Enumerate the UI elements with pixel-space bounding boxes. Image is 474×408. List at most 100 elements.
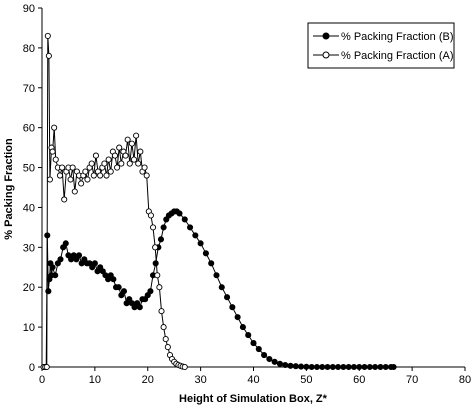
series-a-point <box>152 244 159 251</box>
series-b-point <box>110 276 117 283</box>
series-b-point <box>329 363 336 371</box>
y-tick-label: 70 <box>23 83 35 95</box>
series-b-point <box>324 363 331 371</box>
series-b-point <box>319 363 326 371</box>
series-a-point <box>56 172 64 179</box>
series-b-point <box>234 314 241 321</box>
legend-marker-a <box>322 51 330 59</box>
series-a-point <box>118 160 125 167</box>
series-b-point <box>229 304 236 311</box>
series-b-point <box>52 272 59 279</box>
series-b-point <box>91 260 98 267</box>
series-b-point <box>276 360 283 367</box>
y-tick-label: 0 <box>29 362 35 374</box>
series-b-point <box>115 284 122 291</box>
series-a-point <box>82 168 89 175</box>
series-a-point <box>126 160 133 167</box>
series-b-point <box>390 363 397 371</box>
series-a-point <box>61 196 68 203</box>
y-tick-label: 20 <box>23 282 35 294</box>
series-a-point <box>114 164 121 171</box>
series-a-point <box>130 156 138 163</box>
y-tick-label: 50 <box>23 163 35 175</box>
series-b-point <box>75 252 83 259</box>
y-tick-label: 30 <box>23 242 35 254</box>
series-a-point <box>181 363 188 371</box>
series-b-point <box>308 363 315 371</box>
series-b-point <box>335 363 342 371</box>
x-tick-label: 70 <box>406 374 418 386</box>
legend-label-a: % Packing Fraction (A) <box>341 50 453 62</box>
y-axis-ticks: 0 10 20 30 40 50 60 70 80 90 <box>23 3 42 374</box>
series-b-point <box>356 363 363 371</box>
series-b-point <box>340 363 347 371</box>
series-b-point <box>298 363 305 370</box>
series-a-point <box>105 156 112 163</box>
series-a-point <box>88 160 95 167</box>
series-b-point <box>147 288 154 295</box>
series-b-point <box>313 363 321 371</box>
x-tick-label: 50 <box>300 374 312 386</box>
series-a-point <box>90 172 97 179</box>
series-a-point <box>67 176 74 183</box>
series-a-point <box>43 363 50 371</box>
series-a-point <box>84 176 91 183</box>
series-a-point <box>160 324 167 331</box>
series-b-point <box>208 260 215 267</box>
series-b-point <box>120 288 128 295</box>
series-b-point <box>157 236 165 243</box>
series-a <box>40 32 188 371</box>
series-a-point <box>149 224 157 231</box>
series-b-point <box>176 210 183 217</box>
x-tick-label: 40 <box>247 374 259 386</box>
series-a-point <box>52 156 59 163</box>
series-a-point <box>101 160 108 167</box>
series-b-point <box>181 216 188 223</box>
series-b-point <box>350 363 358 371</box>
series-a-point <box>124 136 131 143</box>
series-b-point <box>366 363 373 371</box>
series-a-point <box>45 52 52 59</box>
series-a-point <box>154 272 161 279</box>
series-a-point <box>128 140 135 147</box>
series-b-point <box>218 284 225 291</box>
series-b-point <box>377 363 384 371</box>
legend-label-b: % Packing Fraction (B) <box>341 31 453 43</box>
series-b-point <box>345 363 352 371</box>
series-a-point <box>97 172 104 179</box>
series-b-point <box>282 361 289 369</box>
series-a-point <box>71 188 78 195</box>
series-a-point <box>69 164 76 171</box>
series-b-point <box>62 240 69 247</box>
series-a-point <box>46 176 53 183</box>
series-a-point <box>78 180 85 187</box>
y-axis-title: % Packing Fraction <box>3 138 15 240</box>
series-a-point <box>141 164 148 171</box>
series-b-point <box>213 272 220 279</box>
series-a-point <box>92 152 99 159</box>
series-a-point <box>143 172 150 179</box>
series-b-point <box>152 260 159 267</box>
series-b-point <box>224 294 231 301</box>
series-a-point <box>122 152 129 159</box>
series-b-point <box>382 363 389 371</box>
x-tick-label: 60 <box>353 374 365 386</box>
series-b-point <box>266 355 273 363</box>
series-a-point <box>147 212 154 219</box>
series-a-point <box>59 164 66 171</box>
series-a-point <box>156 284 163 291</box>
series-a-point <box>164 344 171 351</box>
series-b-point <box>160 224 167 231</box>
series-b-point <box>49 264 56 271</box>
series-b-point <box>57 256 64 263</box>
series-a-point <box>116 144 123 151</box>
series-b-point <box>287 362 294 369</box>
y-tick-label: 80 <box>23 43 35 55</box>
series-a-point <box>51 124 58 131</box>
series-b-point <box>192 232 199 239</box>
x-tick-label: 0 <box>39 374 45 386</box>
series-b-point <box>361 363 368 371</box>
series-a-point <box>49 148 56 155</box>
y-tick-label: 40 <box>23 202 35 214</box>
series-a-point <box>44 32 51 39</box>
